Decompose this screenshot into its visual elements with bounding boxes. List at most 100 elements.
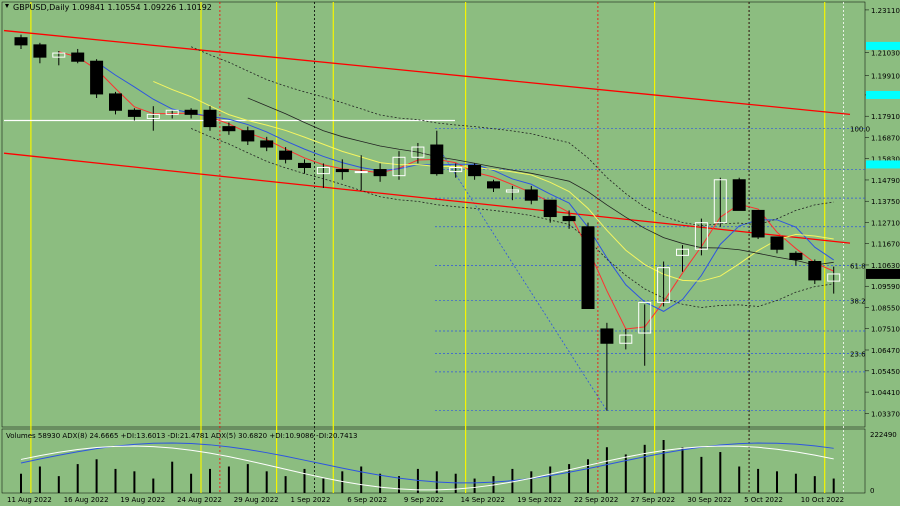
date-label: 9 Sep 2022 [404,496,444,504]
price-tick-label: 1.11670 [871,241,900,249]
price-tick-label: 1.23110 [871,7,900,15]
price-tick-label: 1.05450 [871,368,900,376]
candle-bear [127,109,141,117]
band-upper-line [190,46,834,227]
volume-title: Volumes 58930 ADX(8) 24.6665 +DI:13.6013… [6,432,357,440]
date-label: 5 Oct 2022 [744,496,783,504]
ma-black-line [247,97,834,266]
price-tick-label: 1.09590 [871,283,900,291]
di-line [20,445,834,491]
candle-bear [732,179,746,211]
date-label: 29 Aug 2022 [234,496,279,504]
candles [14,34,841,411]
candle-bear [279,150,293,160]
current-price-label: 1.10192 [870,271,899,279]
candle-bear [468,164,482,177]
candle-bear [203,109,217,128]
fib-label: 38.2 [850,297,866,305]
date-label: 30 Sep 2022 [687,496,731,504]
current-price-tag [866,268,900,279]
candle-bear [770,236,784,250]
candle-bear [109,93,122,111]
date-label: 1 Sep 2022 [291,496,331,504]
price-tick-label: 1.03370 [871,410,900,418]
volume-frame [1,428,866,494]
fib-label: 23.6 [850,350,866,358]
candle-bull [449,166,463,173]
candle-bear [71,52,85,62]
candle-bear [581,226,595,310]
price-tick-label: 1.13750 [871,198,900,206]
price-tick-label: 1.10630 [871,262,900,270]
volume-axis-max: 222490 [870,431,897,439]
candle-bull [392,156,406,177]
candle-bull [411,146,425,158]
candle-bull [354,171,368,174]
candle-bull [676,248,689,256]
candle-bull [713,179,727,224]
date-label: 19 Aug 2022 [120,496,165,504]
candle-bear [789,252,803,260]
price-tick-label: 1.15830 [871,156,900,164]
candle-bear [241,130,255,142]
price-tick-label: 1.04410 [871,389,900,397]
candle-bull [505,189,519,193]
price-tick-label: 1.21030 [871,49,900,57]
candle-bear [600,328,614,344]
candle-bull [316,166,330,175]
fibonacci-levels: 100.0 61.8 38.2 23.6 [4,119,870,412]
date-label: 10 Oct 2022 [801,496,844,504]
candle-bear [751,209,765,238]
date-label: 22 Sep 2022 [574,496,618,504]
candle-bear [543,199,557,218]
candle-bear [524,189,538,201]
price-axis: 1.231101.210301.199101.189501.179101.168… [865,7,900,418]
candle-bull [657,267,671,303]
price-tick-label: 1.16870 [871,134,900,142]
date-label: 24 Aug 2022 [177,496,222,504]
price-accent-marker [866,90,900,99]
date-label: 11 Aug 2022 [7,496,52,504]
price-tick-label: 1.17910 [871,113,900,121]
price-tick-label: 1.07510 [871,326,900,334]
volume-bars [20,440,835,493]
candle-bull [146,113,160,119]
price-tick-label: 1.06470 [871,347,900,355]
channel-upper-line [3,29,851,116]
fib-label: 61.8 [850,263,866,271]
moving-average-lines [58,46,834,330]
price-accent-marker [866,160,900,169]
volume-axis-zero: 0 [870,487,874,495]
diagonal-projection-line [436,144,608,411]
candle-bear [184,109,198,115]
date-label: 6 Sep 2022 [347,496,387,504]
price-tick-label: 1.12710 [871,219,900,227]
price-tick-label: 1.14790 [871,177,900,185]
date-label: 14 Sep 2022 [461,496,505,504]
channel-lower-line [3,152,851,244]
main-frame [1,1,866,428]
trend-channel [3,29,851,244]
candle-bull [694,222,708,250]
price-tick-label: 1.19910 [871,72,900,80]
price-tick-label: 1.08550 [871,304,900,312]
candle-bear [335,169,349,173]
candle-bear [373,169,387,177]
candle-bear [260,140,274,148]
ma-blue-line [96,61,834,312]
candle-bear [430,144,444,175]
dropdown-triangle-icon[interactable] [5,4,9,8]
price-accent-marker [866,41,900,50]
candle-bear [222,126,236,132]
date-axis: 11 Aug 2022 16 Aug 2022 19 Aug 2022 24 Aug … [7,496,844,504]
candle-bear [298,162,311,168]
candle-bull [619,334,633,344]
vertical-lines [30,2,844,493]
adx-line [20,442,834,484]
date-label: 19 Sep 2022 [517,496,561,504]
candle-bull [52,52,66,58]
candle-bull [638,301,652,334]
candle-bull [827,273,841,282]
